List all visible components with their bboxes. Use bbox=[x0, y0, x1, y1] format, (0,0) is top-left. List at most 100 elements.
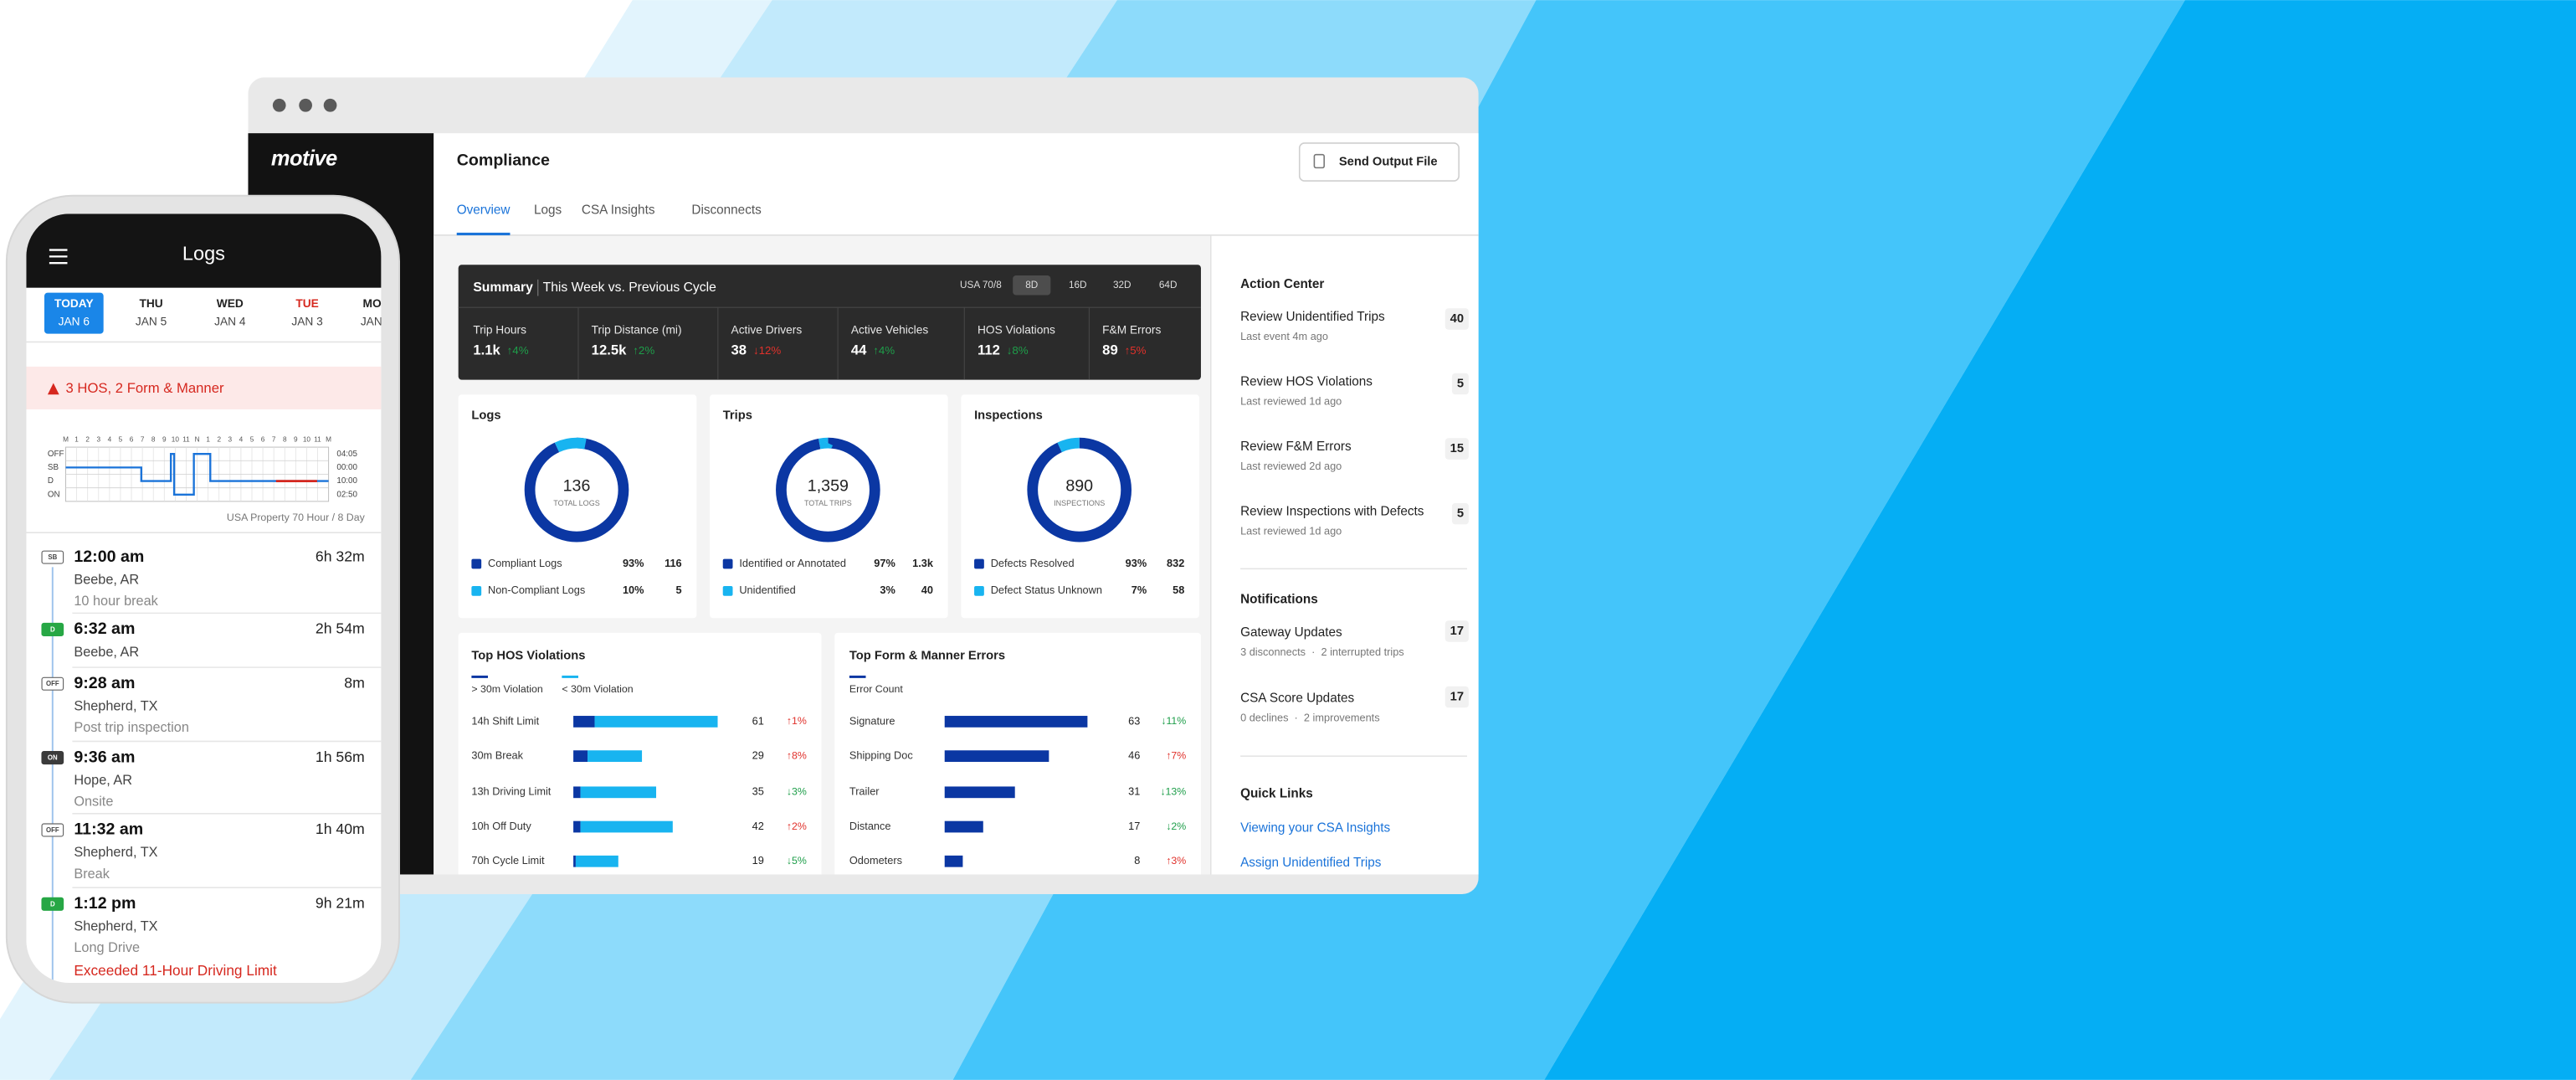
status-label: ON bbox=[48, 490, 60, 499]
range-button[interactable]: 64D bbox=[1159, 280, 1178, 291]
legend-swatch bbox=[471, 585, 482, 596]
summary-title: Summary bbox=[473, 280, 533, 295]
status-badge-label: OFF bbox=[46, 826, 59, 834]
donut-card bbox=[961, 394, 1199, 619]
action-title[interactable]: Review Unidentified Trips bbox=[1240, 310, 1385, 324]
status-label: SB bbox=[48, 463, 59, 472]
legend-count: 832 bbox=[1167, 557, 1184, 569]
metric-label: F&M Errors bbox=[1102, 323, 1161, 336]
row-label: 14h Shift Limit bbox=[471, 714, 539, 727]
status-badge-label: D bbox=[50, 625, 55, 633]
legend-line bbox=[471, 675, 489, 678]
send-output-button[interactable]: Send Output File bbox=[1298, 142, 1460, 182]
legend-line bbox=[562, 675, 578, 678]
tab[interactable]: Overview bbox=[457, 203, 511, 217]
day-name[interactable]: THU bbox=[139, 297, 162, 310]
status-badge-label: D bbox=[50, 900, 55, 908]
row-total: 61 bbox=[752, 714, 764, 727]
day-date[interactable]: JAN 5 bbox=[136, 316, 167, 328]
metric-change: ↑2% bbox=[633, 344, 654, 357]
bar-over-30m bbox=[573, 786, 581, 799]
status-badge bbox=[41, 676, 64, 691]
hour-label: 9 bbox=[294, 435, 298, 443]
range-button[interactable]: USA 70/8 bbox=[960, 280, 1002, 291]
window-dot[interactable] bbox=[272, 98, 286, 112]
bar-over-30m bbox=[573, 855, 576, 867]
legend-line bbox=[849, 675, 866, 678]
tab[interactable]: Disconnects bbox=[691, 203, 762, 217]
donut-segment bbox=[1027, 437, 1132, 543]
bg-stripe bbox=[1544, 0, 2576, 1080]
metric-value: 12.5k bbox=[592, 342, 627, 358]
day-name[interactable]: WED bbox=[217, 297, 244, 310]
notification-title[interactable]: CSA Score Updates bbox=[1240, 691, 1354, 705]
day-date[interactable]: JAN 4 bbox=[214, 316, 246, 328]
range-active bbox=[1013, 275, 1051, 296]
legend-share: 97% bbox=[874, 557, 895, 569]
violation-text: Exceeded 11-Hour Driving Limit bbox=[74, 962, 277, 979]
entry-place: Shepherd, TX bbox=[74, 699, 157, 714]
hour-label: 1 bbox=[206, 435, 210, 443]
donut-total-label: TOTAL LOGS bbox=[553, 499, 599, 507]
count: 15 bbox=[1450, 442, 1464, 455]
day-date[interactable]: JAN 3 bbox=[291, 316, 323, 328]
entry-place: Shepherd, TX bbox=[74, 845, 157, 860]
range-button[interactable]: 32D bbox=[1113, 280, 1131, 291]
day-name[interactable]: TUE bbox=[295, 297, 318, 310]
bar bbox=[944, 786, 1015, 799]
notification-detail: 3 disconnects · 2 interrupted trips bbox=[1240, 645, 1404, 658]
row-label: Trailer bbox=[849, 785, 880, 798]
tab[interactable]: Logs bbox=[534, 203, 562, 217]
action-detail: Last reviewed 1d ago bbox=[1240, 525, 1342, 537]
action-title[interactable]: Review F&M Errors bbox=[1240, 440, 1352, 454]
legend-label: Non-Compliant Logs bbox=[488, 584, 585, 596]
day-name[interactable]: MON bbox=[363, 297, 390, 310]
tab[interactable]: CSA Insights bbox=[582, 203, 655, 217]
status-label: OFF bbox=[48, 450, 64, 459]
notification-title[interactable]: Gateway Updates bbox=[1240, 625, 1342, 640]
row-change: ↓3% bbox=[787, 786, 807, 798]
menu-icon[interactable] bbox=[49, 249, 68, 265]
donut-total: 136 bbox=[563, 476, 591, 495]
logo: motive bbox=[271, 147, 337, 170]
status-badge-label: SB bbox=[48, 553, 57, 561]
app-bar bbox=[26, 213, 382, 288]
app-title: Logs bbox=[182, 243, 225, 265]
legend-swatch bbox=[722, 585, 733, 596]
hour-label: 4 bbox=[239, 435, 244, 443]
row-total: 19 bbox=[752, 854, 764, 867]
hour-label: 6 bbox=[261, 435, 265, 443]
quick-link[interactable]: Assign Unidentified Trips bbox=[1240, 856, 1382, 870]
action-title[interactable]: Review Inspections with Defects bbox=[1240, 505, 1424, 519]
count: 40 bbox=[1450, 312, 1464, 326]
quick-link[interactable]: Viewing your CSA Insights bbox=[1240, 821, 1390, 836]
entry-place: Beebe, AR bbox=[74, 645, 139, 660]
card-title: Logs bbox=[471, 409, 500, 423]
main-content: Compliance Send Output File Overview Logs CS… bbox=[456, 142, 1469, 875]
metric-value: 44 bbox=[851, 342, 867, 358]
hour-label: 8 bbox=[283, 435, 287, 443]
bar-under-30m bbox=[575, 855, 618, 867]
hour-label: 4 bbox=[108, 435, 112, 443]
count-box bbox=[1445, 308, 1469, 330]
bar-under-30m bbox=[588, 750, 643, 763]
row-count: 8 bbox=[1134, 854, 1140, 867]
window-dot[interactable] bbox=[323, 98, 337, 112]
day-selected[interactable] bbox=[44, 292, 104, 334]
entry-duration: 6h 32m bbox=[316, 548, 365, 564]
range-button[interactable]: 16D bbox=[1069, 280, 1087, 291]
donut-card bbox=[710, 394, 948, 619]
row-count: 17 bbox=[1128, 820, 1140, 832]
status-badge-label: ON bbox=[48, 754, 58, 762]
day-date[interactable]: JAN 2 bbox=[361, 316, 392, 328]
status-badge-label: OFF bbox=[46, 680, 59, 687]
range-button[interactable]: 8D bbox=[1025, 280, 1038, 291]
hour-label: 9 bbox=[162, 435, 167, 443]
window-dot[interactable] bbox=[299, 98, 312, 112]
day-date[interactable]: JAN 6 bbox=[59, 316, 90, 328]
row-change: ↓11% bbox=[1161, 715, 1186, 727]
phone: Logs TODAY JAN 6 THU JAN 5 WED JAN 4 TUE JAN 3 M… bbox=[5, 194, 400, 1004]
day-name[interactable]: TODAY bbox=[54, 297, 94, 310]
action-title[interactable]: Review HOS Violations bbox=[1240, 375, 1373, 389]
